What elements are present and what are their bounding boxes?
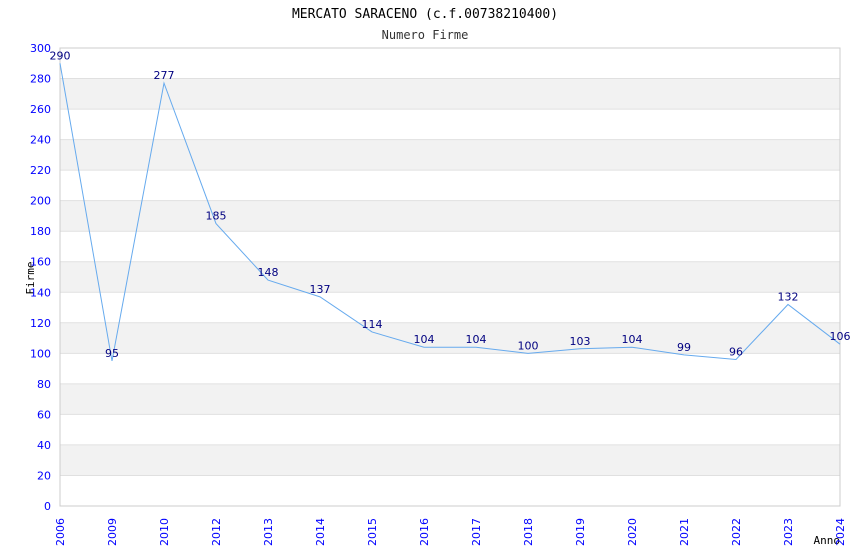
y-axis-label: Firme xyxy=(24,261,37,294)
x-axis-label: Anno xyxy=(814,534,841,547)
y-tick-label: 200 xyxy=(30,195,51,208)
x-tick-label: 2020 xyxy=(626,518,639,546)
y-tick-label: 60 xyxy=(37,408,51,421)
x-tick-label: 2019 xyxy=(574,518,587,546)
y-tick-label: 0 xyxy=(44,500,51,513)
grid-band xyxy=(60,383,840,415)
chart-subtitle: Numero Firme xyxy=(382,28,469,42)
x-tick-label: 2023 xyxy=(782,518,795,546)
grid-band xyxy=(60,200,840,232)
data-label: 185 xyxy=(206,210,227,223)
y-tick-label: 160 xyxy=(30,256,51,269)
y-tick-label: 220 xyxy=(30,164,51,177)
data-label: 148 xyxy=(258,266,279,279)
x-tick-label: 2018 xyxy=(522,518,535,546)
x-tick-label: 2017 xyxy=(470,518,483,546)
grid-band xyxy=(60,139,840,171)
y-tick-label: 240 xyxy=(30,134,51,147)
x-tick-label: 2010 xyxy=(158,518,171,546)
y-tick-label: 80 xyxy=(37,378,51,391)
chart-title: MERCATO SARACENO (c.f.00738210400) xyxy=(292,7,558,22)
data-label: 106 xyxy=(830,330,850,343)
data-label: 100 xyxy=(518,339,539,352)
x-tick-label: 2015 xyxy=(366,518,379,546)
x-tick-label: 2024 xyxy=(834,518,847,546)
data-label: 132 xyxy=(778,290,799,303)
y-tick-label: 20 xyxy=(37,469,51,482)
data-label: 277 xyxy=(154,69,175,82)
plot-area xyxy=(59,47,841,507)
data-label: 114 xyxy=(362,318,383,331)
y-tick-label: 280 xyxy=(30,73,51,86)
y-tick-label: 120 xyxy=(30,317,51,330)
grid-band xyxy=(60,78,840,110)
x-tick-label: 2022 xyxy=(730,518,743,546)
x-tick-label: 2016 xyxy=(418,518,431,546)
data-label: 96 xyxy=(729,345,743,358)
data-label: 95 xyxy=(105,347,119,360)
x-tick-label: 2012 xyxy=(210,518,223,546)
series-line xyxy=(59,63,841,362)
x-tick-label: 2021 xyxy=(678,518,691,546)
y-tick-label: 40 xyxy=(37,439,51,452)
y-tick-label: 180 xyxy=(30,225,51,238)
x-tick-label: 2006 xyxy=(54,518,67,546)
y-tick-label: 300 xyxy=(30,42,51,55)
grid-band xyxy=(60,322,840,354)
y-tick-label: 260 xyxy=(30,103,51,116)
grid-band xyxy=(60,261,840,293)
data-label: 104 xyxy=(414,333,435,346)
y-tick-label: 100 xyxy=(30,347,51,360)
x-tick-label: 2014 xyxy=(314,518,327,546)
data-label: 290 xyxy=(50,49,71,62)
grid-band xyxy=(60,444,840,476)
data-label: 99 xyxy=(677,341,691,354)
x-tick-label: 2009 xyxy=(106,518,119,546)
data-label: 137 xyxy=(310,283,331,296)
y-tick-label: 140 xyxy=(30,286,51,299)
data-label: 104 xyxy=(466,333,487,346)
x-tick-label: 2013 xyxy=(262,518,275,546)
data-label: 103 xyxy=(570,335,591,348)
data-label: 104 xyxy=(622,333,643,346)
